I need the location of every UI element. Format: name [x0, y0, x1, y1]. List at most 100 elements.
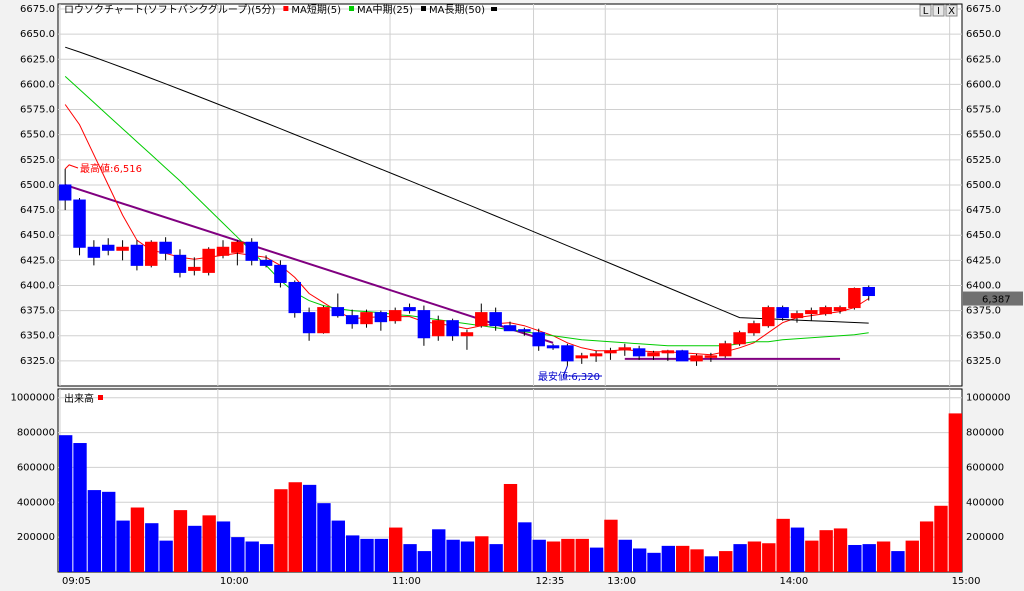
candle-body: [776, 307, 789, 319]
price-y-tick-right: 6525.0: [966, 155, 1001, 166]
volume-bar: [202, 515, 216, 572]
candle-body: [805, 310, 818, 315]
descending-trend-line: [64, 183, 554, 344]
candle-body: [417, 310, 431, 339]
volume-bar: [919, 521, 934, 572]
volume-bar: [589, 547, 604, 572]
candle-body: [331, 307, 345, 317]
candle-body: [288, 281, 302, 314]
volume-legend-swatch: [98, 395, 103, 400]
candle-body: [446, 320, 459, 337]
volume-bar: [776, 518, 790, 572]
candle-body: [216, 246, 230, 256]
candle-body: [159, 241, 172, 254]
price-y-tick-left: 6625.0: [20, 54, 55, 65]
chart-labels: ロウソクチャート(ソフトバンクグループ)(5分) 出来高 最高値:6,516 最…: [64, 3, 958, 405]
candle-body: [432, 320, 445, 337]
volume-bar: [102, 491, 116, 572]
volume-bar: [561, 538, 575, 572]
candle-body: [259, 259, 273, 266]
panel-button: [945, 4, 958, 17]
volume-bar: [862, 544, 876, 572]
candle-body: [460, 332, 474, 337]
volume-bar: [833, 528, 848, 572]
volume-y-tick-right: 800000: [966, 428, 1004, 439]
price-y-tick-left: 6375.0: [20, 306, 55, 317]
volume-bars: [59, 413, 962, 572]
high-price-pointer: [64, 164, 79, 170]
volume-bar: [159, 540, 173, 572]
price-y-tick-left: 6500.0: [20, 180, 55, 191]
time-tick-label: 15:00: [952, 576, 981, 587]
candle-body: [188, 266, 201, 271]
price-y-tick-left: 6600.0: [20, 79, 55, 90]
candle-body: [202, 248, 215, 273]
low-price-pointer: [562, 365, 602, 377]
volume-bar: [389, 527, 403, 572]
volume-bar: [331, 520, 345, 572]
price-y-tick-right: 6450.0: [966, 230, 1001, 241]
volume-y-tick-left: 800000: [17, 428, 55, 439]
time-tick-label: 11:00: [392, 576, 421, 587]
panel-button-label: L: [923, 6, 929, 17]
volume-bar: [690, 549, 704, 572]
candle-body: [790, 313, 804, 319]
volume-bar: [259, 544, 274, 572]
price-y-tick-right: 6575.0: [966, 105, 1001, 116]
volume-bar: [302, 484, 317, 572]
volume-bar: [374, 538, 389, 572]
volume-bar: [891, 551, 905, 572]
legend-label: MA短期(5): [291, 3, 341, 16]
candle-body: [130, 244, 144, 266]
volume-bar: [216, 521, 231, 572]
time-tick-label: 12:35: [536, 576, 565, 587]
volume-bar: [345, 535, 360, 572]
candle-body: [231, 241, 244, 253]
price-y-tick-left: 6325.0: [20, 356, 55, 367]
price-y-tick-right: 6325.0: [966, 356, 1001, 367]
volume-bar: [503, 483, 518, 572]
volume-bar: [532, 539, 546, 572]
time-tick-label: 09:05: [62, 576, 91, 587]
candle-body: [546, 345, 560, 349]
price-y-tick-right: 6600.0: [966, 79, 1001, 90]
candle-body: [862, 286, 875, 297]
legend-label: MA長期(50): [429, 4, 485, 16]
price-y-tick-left: 6575.0: [20, 105, 55, 116]
candle-body: [403, 307, 416, 312]
volume-bar: [876, 541, 891, 572]
volume-y-tick-left: 1000000: [10, 393, 55, 404]
time-tick-label: 14:00: [779, 576, 808, 587]
candle-body: [489, 312, 502, 327]
volume-bar: [87, 490, 102, 572]
volume-y-tick-left: 200000: [17, 532, 55, 543]
legend-swatch: [283, 6, 289, 11]
candle-body: [833, 307, 847, 312]
trend-lines: [64, 183, 841, 360]
candle-body: [302, 312, 316, 334]
price-y-tick-right: 6650.0: [966, 29, 1001, 40]
price-y-tick-left: 6400.0: [20, 280, 55, 291]
volume-bar: [848, 544, 862, 572]
volume-bar: [805, 540, 819, 572]
volume-bar: [446, 539, 460, 572]
volume-bar: [719, 551, 733, 572]
volume-y-tick-right: 600000: [966, 462, 1004, 473]
volume-bar: [274, 489, 288, 572]
candle-body: [360, 312, 373, 325]
candle-body: [87, 246, 101, 258]
time-tick-label: 13:00: [607, 576, 636, 587]
candle-body: [345, 315, 359, 325]
candle-body: [518, 329, 531, 332]
price-y-tick-left: 6650.0: [20, 29, 55, 40]
volume-bar: [704, 556, 719, 572]
volume-bar: [288, 482, 302, 572]
volume-bar: [130, 507, 145, 572]
volume-bar: [948, 413, 962, 572]
volume-bar: [747, 541, 762, 572]
ma-mid-line: [64, 76, 869, 347]
price-y-tick-left: 6450.0: [20, 230, 55, 241]
volume-bar: [762, 543, 776, 572]
candle-body: [762, 307, 775, 327]
volume-y-tick-right: 1000000: [966, 393, 1011, 404]
